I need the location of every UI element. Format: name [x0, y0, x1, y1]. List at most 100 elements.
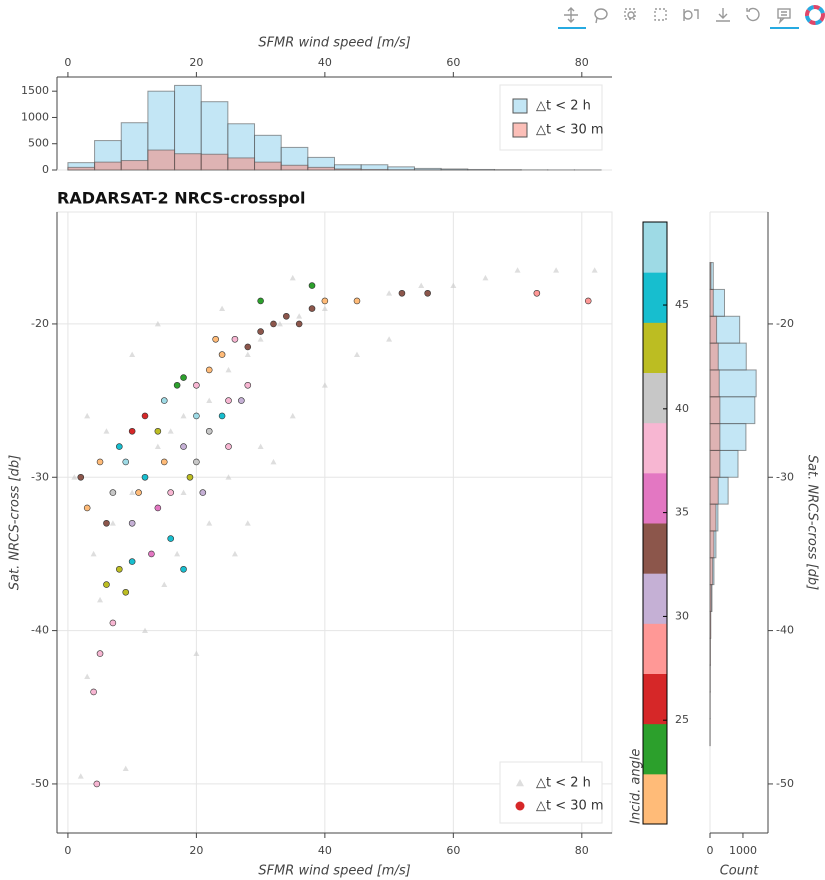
scatter-point	[289, 274, 296, 281]
scatter-point	[218, 351, 226, 358]
scatter-point	[219, 305, 226, 311]
histogram-bar	[709, 369, 720, 398]
scatter-point	[154, 427, 162, 435]
lasso-tool[interactable]	[594, 8, 608, 24]
scatter-point	[270, 458, 277, 465]
scatter-point	[180, 443, 187, 450]
y-axis-title: Sat. NRCS-cross [db]	[8, 455, 23, 590]
x-tick-label: 40	[318, 844, 332, 857]
pan-tool[interactable]	[558, 7, 586, 29]
x-tick-label: 20	[189, 56, 203, 69]
histogram-bar	[67, 166, 96, 171]
scatter-point	[83, 504, 91, 512]
scatter-point	[84, 412, 91, 419]
scatter-point	[225, 443, 232, 450]
scatter-point	[93, 780, 101, 788]
scatter-point	[142, 627, 149, 633]
histogram-bar	[94, 161, 122, 171]
wheel-zoom-tool[interactable]	[683, 9, 699, 21]
x-tick-label: 20	[189, 844, 203, 857]
scatter-point	[584, 297, 592, 305]
y-tick-label: -50	[31, 777, 49, 790]
histogram-bar	[709, 423, 721, 451]
hover-tool[interactable]	[770, 8, 799, 29]
scatter-point	[128, 427, 136, 435]
y-tick-label: -30	[31, 470, 49, 483]
histogram-bar	[254, 161, 282, 171]
scatter-point	[154, 443, 161, 449]
scatter-point	[257, 297, 264, 305]
histogram-bar	[709, 342, 719, 371]
histogram-bar	[709, 557, 714, 586]
scatter-point	[212, 335, 219, 343]
scatter-plot: 0 20 40 60 80 -20 -30 -40 -50 RADARSAT-2 NRCS-cro…	[8, 189, 613, 879]
bokeh-logo[interactable]	[805, 5, 825, 25]
scatter-point	[270, 320, 277, 328]
scatter-point	[193, 458, 200, 466]
scatter-point	[77, 473, 85, 481]
zoom-tool[interactable]	[624, 8, 636, 20]
y-tick-label: 500	[28, 137, 49, 150]
scatter-point	[386, 336, 393, 342]
scatter-point	[77, 773, 84, 779]
histogram-bar	[120, 160, 149, 171]
scatter-point	[174, 550, 181, 557]
scatter-point	[231, 335, 239, 343]
scatter-point	[128, 519, 136, 527]
scatter-point	[257, 443, 264, 449]
x-axis-title: SFMR wind speed [m/s]	[258, 36, 410, 51]
histogram-bar	[280, 164, 309, 171]
scatter-point	[160, 458, 168, 466]
scatter-point	[116, 443, 123, 450]
scatter-point	[257, 336, 264, 342]
scatter-point	[295, 320, 303, 328]
right-histogram: 0 1000 -20 -30 -40 -50 Count Sat. NRCS-cross [d…	[707, 211, 820, 879]
x-tick-label: 1000	[729, 844, 757, 857]
scatter-point	[386, 290, 393, 296]
colorbar-title: Incid. angle	[629, 749, 644, 824]
colorbar-tick-label: 25	[675, 713, 689, 726]
colorbar-tick-label: 40	[675, 402, 689, 415]
scatter-point	[231, 550, 238, 557]
x-tick-label: 80	[575, 844, 589, 857]
histogram-bar	[174, 153, 202, 171]
histogram-bar	[227, 157, 256, 171]
scatter-point	[186, 473, 194, 481]
legend-swatch	[512, 122, 528, 138]
scatter-point	[193, 381, 200, 389]
colorbar-swatch	[643, 673, 667, 725]
scatter-point	[553, 267, 560, 273]
histogram-bar	[709, 288, 714, 317]
scatter-point	[225, 397, 232, 404]
y-axis-title: Sat. NRCS-cross [db]	[805, 455, 820, 590]
save-tool[interactable]	[716, 8, 730, 22]
y-tick-label: -50	[776, 777, 794, 790]
scatter-point	[141, 412, 149, 420]
scatter-point	[283, 312, 290, 320]
reset-tool[interactable]	[746, 7, 760, 22]
histogram-bar	[709, 584, 712, 612]
box-select-tool[interactable]	[654, 8, 667, 21]
scatter-point	[193, 412, 200, 420]
y-tick-label: -20	[776, 317, 794, 330]
scatter-point	[90, 688, 97, 696]
scatter-point	[482, 274, 489, 281]
scatter-point	[103, 519, 110, 527]
scatter-point	[225, 474, 232, 480]
scatter-point	[514, 267, 521, 273]
x-tick-label: 60	[446, 56, 460, 69]
y-tick-label: -40	[31, 624, 49, 637]
scatter-point	[148, 550, 155, 558]
histogram-bar	[307, 166, 335, 171]
scatter-point	[205, 366, 213, 374]
legend-marker	[515, 801, 525, 811]
legend-swatch	[512, 98, 528, 114]
legend-label: △t < 2 h	[536, 776, 591, 791]
scatter-point	[135, 489, 142, 496]
scatter-point	[321, 305, 328, 311]
colorbar-frame	[642, 221, 668, 825]
y-tick-label: -20	[31, 317, 49, 330]
histogram-bar	[360, 168, 389, 171]
histogram-bar	[200, 153, 229, 171]
scatter-point	[173, 381, 181, 389]
